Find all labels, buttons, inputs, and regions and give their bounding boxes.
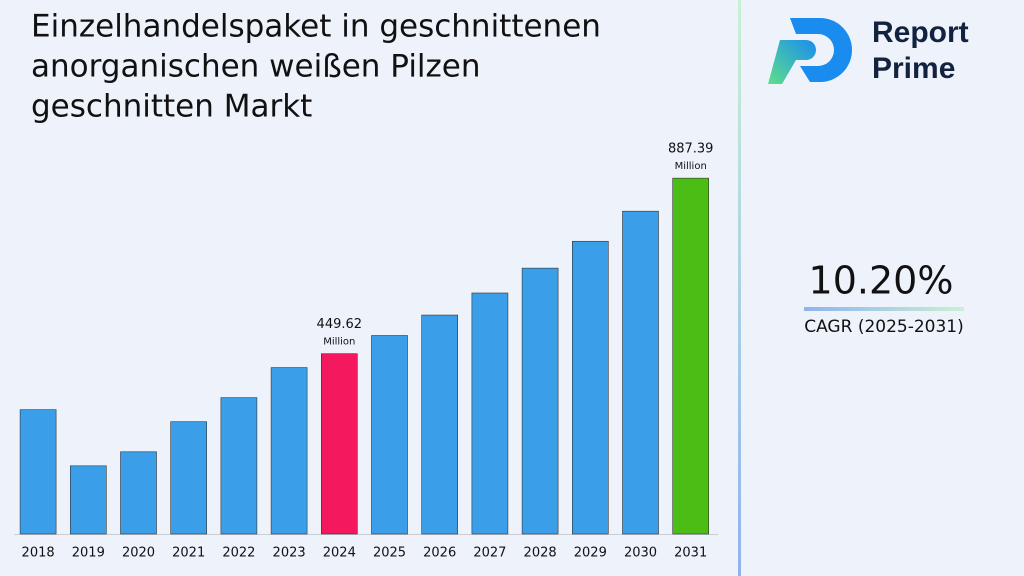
bar bbox=[672, 177, 710, 535]
x-tick-label: 2022 bbox=[222, 546, 255, 561]
brand-name: Prime bbox=[872, 52, 955, 85]
value-unit: Million bbox=[675, 161, 707, 172]
x-tick-label: 2027 bbox=[473, 546, 506, 561]
kpi-underline bbox=[804, 307, 964, 311]
chart-title: geschnitten Markt bbox=[31, 89, 312, 125]
bar bbox=[70, 465, 107, 535]
x-tick-label: 2031 bbox=[674, 546, 707, 561]
chart-title: Einzelhandelspaket in geschnittenen bbox=[31, 9, 601, 45]
logo-icon bbox=[768, 18, 852, 84]
bar bbox=[270, 367, 308, 535]
bar bbox=[19, 409, 57, 535]
x-tick-label: 2029 bbox=[574, 546, 607, 561]
x-tick-label: 2030 bbox=[624, 546, 657, 561]
x-tick-label: 2021 bbox=[172, 546, 205, 561]
x-tick-label: 2024 bbox=[323, 546, 356, 561]
kpi-value: 10.20% bbox=[809, 259, 954, 303]
x-tick-label: 2019 bbox=[72, 546, 105, 561]
x-tick-label: 2020 bbox=[122, 546, 155, 561]
bar bbox=[421, 314, 459, 535]
x-tick-label: 2025 bbox=[373, 546, 406, 561]
brand-name: Report bbox=[872, 16, 969, 49]
kpi-label: CAGR (2025-2031) bbox=[804, 317, 964, 337]
x-tick-label: 2028 bbox=[524, 546, 557, 561]
divider bbox=[738, 0, 741, 576]
x-tick-label: 2018 bbox=[22, 546, 55, 561]
value-label: 449.62 bbox=[317, 317, 363, 332]
value-label: 887.39 bbox=[668, 142, 714, 157]
bar bbox=[170, 421, 207, 535]
value-unit: Million bbox=[323, 337, 355, 348]
bar bbox=[371, 335, 408, 535]
x-tick-label: 2023 bbox=[273, 546, 306, 561]
bar bbox=[220, 397, 258, 535]
bar bbox=[622, 210, 659, 535]
bar bbox=[521, 267, 559, 535]
x-tick-label: 2026 bbox=[423, 546, 456, 561]
bar bbox=[571, 240, 609, 535]
bar bbox=[120, 451, 157, 535]
bar bbox=[471, 292, 509, 535]
chart-title: anorganischen weißen Pilzen bbox=[31, 49, 481, 85]
bar bbox=[320, 353, 358, 535]
